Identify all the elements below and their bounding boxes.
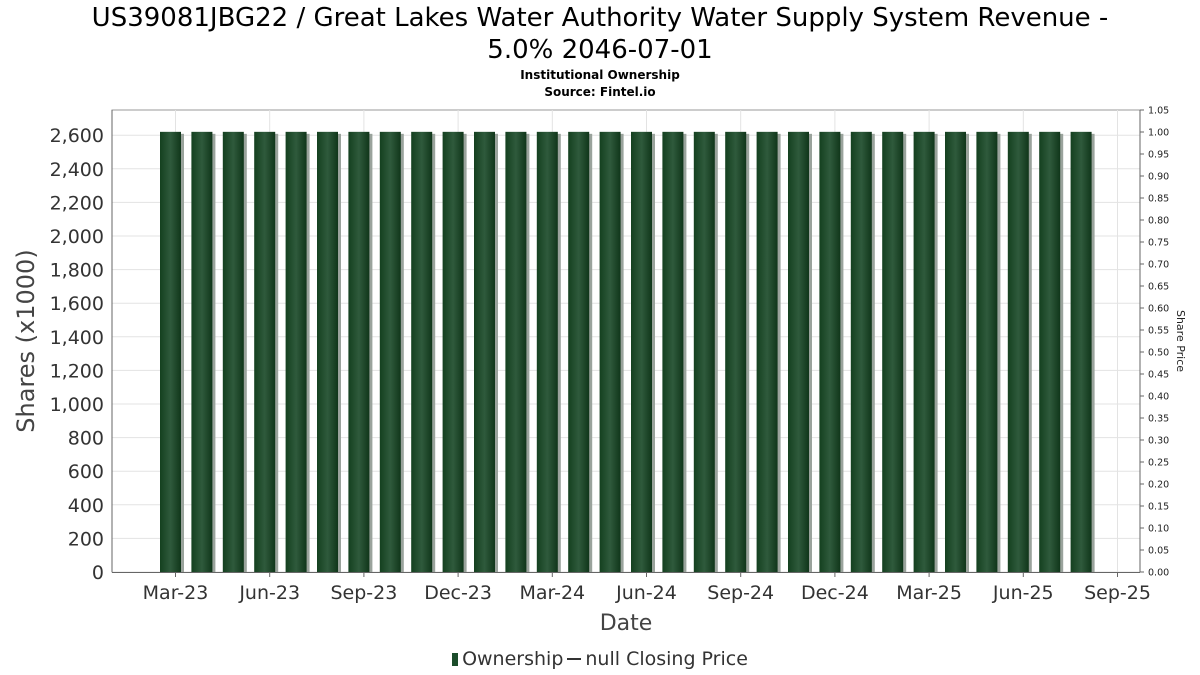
y2-tick-label: 0.60: [1148, 304, 1169, 315]
y-tick-label: 1,000: [50, 394, 104, 416]
chart-source: Source: Fintel.io: [544, 85, 656, 99]
x-tick-label: Sep-25: [1084, 582, 1151, 604]
y-tick-label: 1,600: [50, 293, 104, 315]
ownership-bar: [976, 131, 998, 572]
ownership-bar: [568, 131, 590, 572]
y2-tick-label: 0.65: [1148, 282, 1169, 293]
ownership-bar: [474, 131, 495, 572]
y-tick-label: 800: [68, 428, 104, 450]
ownership-bar: [1007, 131, 1029, 572]
ownership-bar: [222, 131, 244, 572]
x-tick-label: Dec-24: [801, 582, 869, 604]
y2-tick-label: 0.30: [1148, 436, 1169, 447]
legend-ownership: Ownership: [462, 648, 564, 670]
axes: 0 200 400 600 800 1,000 1,200 1,400 1,600 1,800 2,…: [50, 106, 1170, 605]
chart-subtitle: Institutional Ownership: [520, 68, 680, 82]
x-axis-label: Date: [600, 611, 653, 636]
y-tick-label: 200: [68, 528, 104, 550]
y2-tick-label: 0.50: [1148, 348, 1169, 359]
y2-tick-label: 1.00: [1148, 128, 1169, 139]
ownership-bar: [160, 131, 181, 572]
y2-tick-label: 0.75: [1148, 238, 1169, 249]
y-tick-label: 1,400: [50, 327, 104, 349]
ownership-bar: [317, 131, 338, 572]
y2-tick-label: 0.25: [1148, 458, 1169, 469]
x-tick-label: Mar-25: [896, 582, 962, 604]
x-tick-label: Jun-25: [992, 582, 1054, 604]
x-tick-label: Dec-23: [424, 582, 492, 604]
y2-tick-label: 0.55: [1148, 326, 1169, 337]
closing-price-line-swatch: [567, 658, 582, 660]
x-tick-label: Sep-24: [707, 582, 774, 604]
ownership-bar: [379, 131, 401, 572]
y2-tick-label: 0.40: [1148, 392, 1169, 403]
ownership-bar: [756, 131, 778, 572]
legend-closing-price: null Closing Price: [585, 648, 748, 670]
y2-tick-label: 0.80: [1148, 216, 1169, 227]
y-tick-label: 0: [92, 562, 104, 584]
y2-tick-label: 0.35: [1148, 414, 1169, 425]
y2-tick-label: 0.05: [1148, 546, 1169, 557]
x-tick-label: Jun-24: [615, 582, 677, 604]
ownership-bar: [599, 131, 621, 572]
y-tick-label: 1,200: [50, 360, 104, 382]
x-tick-label: Jun-23: [238, 582, 300, 604]
y2-tick-label: 0.10: [1148, 524, 1169, 535]
ownership-bar: [191, 131, 213, 572]
y-tick-label: 2,000: [50, 226, 104, 248]
ownership-bar: [348, 131, 370, 572]
y-axis-label: Shares (x1000): [12, 249, 40, 432]
chart-title: US39081JBG22 / Great Lakes Water Authori…: [91, 3, 1109, 33]
y2-tick-label: 1.05: [1148, 106, 1169, 117]
ownership-bar: [945, 131, 966, 572]
ownership-bar: [725, 131, 747, 572]
y2-tick-label: 0.95: [1148, 150, 1169, 161]
ownership-bar: [536, 131, 558, 572]
x-tick-label: Mar-23: [143, 582, 209, 604]
x-tick-label: Mar-24: [519, 582, 585, 604]
y2-tick-label: 0.20: [1148, 480, 1169, 491]
ownership-bar: [913, 131, 935, 572]
y-tick-label: 2,600: [50, 125, 104, 147]
y-tick-label: 2,200: [50, 192, 104, 214]
ownership-bar: [631, 131, 652, 572]
y2-tick-label: 0.70: [1148, 260, 1169, 271]
y2-axis-label: Share Price: [1174, 310, 1187, 372]
ownership-bar: [1070, 131, 1092, 572]
ownership-bar: [788, 131, 809, 572]
ownership-bar: [882, 131, 904, 572]
y-tick-label: 400: [68, 495, 104, 517]
y-tick-label: 1,800: [50, 260, 104, 282]
y2-tick-label: 0.45: [1148, 370, 1169, 381]
ownership-bar: [505, 131, 527, 572]
ownership-swatch: [452, 653, 459, 666]
ownership-bar: [850, 131, 872, 572]
y2-tick-label: 0.00: [1148, 568, 1169, 579]
bars: [160, 131, 1095, 572]
y2-tick-label: 0.15: [1148, 502, 1169, 513]
ownership-bar: [254, 131, 276, 572]
ownership-bar: [442, 131, 464, 572]
ownership-bar: [819, 131, 841, 572]
legend: Ownership null Closing Price: [0, 647, 1200, 671]
y-tick-label: 600: [68, 461, 104, 483]
ownership-bar: [285, 131, 307, 572]
ownership-bar: [1039, 131, 1061, 572]
y2-tick-label: 0.90: [1148, 172, 1169, 183]
x-tick-label: Sep-23: [330, 582, 397, 604]
y-tick-label: 2,400: [50, 159, 104, 181]
ownership-bar: [693, 131, 715, 572]
chart-title-line2: 5.0% 2046-07-01: [487, 35, 713, 65]
y2-tick-label: 0.85: [1148, 194, 1169, 205]
ownership-bar: [411, 131, 433, 572]
ownership-bar: [662, 131, 684, 572]
